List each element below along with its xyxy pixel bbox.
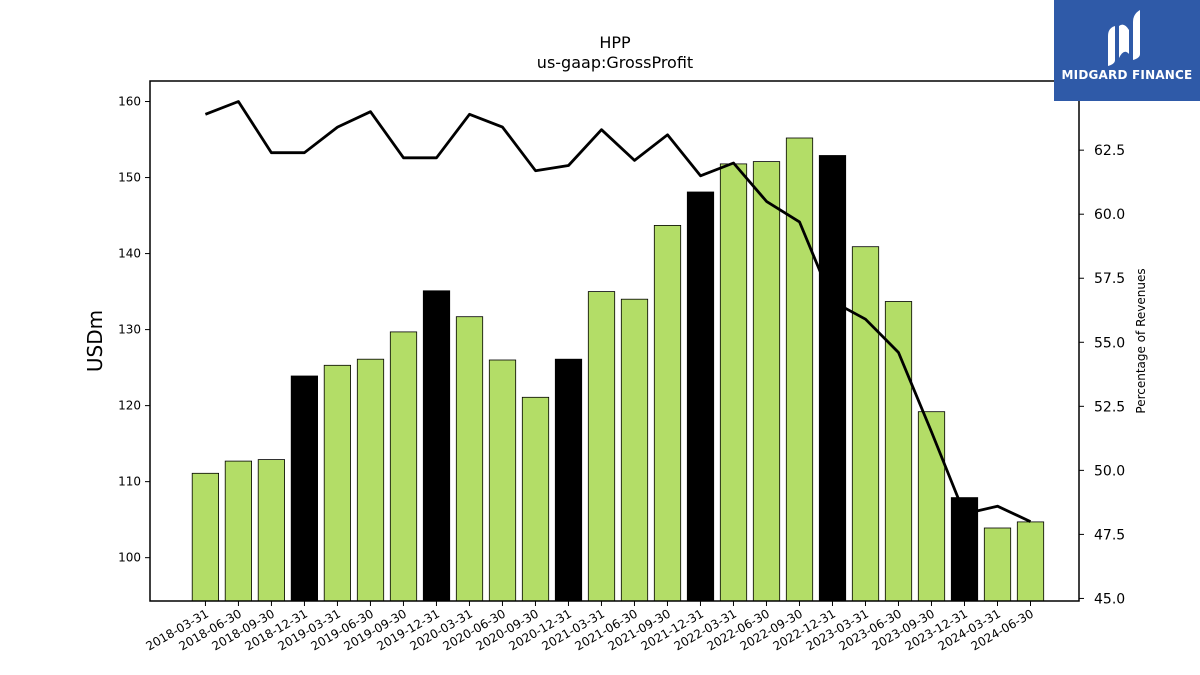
y2-tick-label: 52.5 <box>1094 399 1125 415</box>
bar-2018-03-31 <box>191 472 219 602</box>
bar-2021-12-31 <box>686 191 715 602</box>
y2-tick-label: 60.0 <box>1094 207 1125 223</box>
bar-2022-09-30 <box>785 137 814 602</box>
y-tick-label: 100 <box>118 551 141 565</box>
y-tick-label: 110 <box>118 475 141 489</box>
y2-tick-label: 55.0 <box>1094 335 1125 351</box>
bar-2018-06-30 <box>224 460 252 602</box>
bar-2018-12-31 <box>290 375 319 602</box>
bar-2020-12-31 <box>554 358 583 602</box>
bar-2018-09-30 <box>257 459 286 602</box>
bar-2024-03-31 <box>983 527 1012 602</box>
bar-2020-03-31 <box>455 316 484 602</box>
y-tick-label: 140 <box>118 247 141 261</box>
logo-mark-icon <box>1108 10 1140 66</box>
bar-2020-06-30 <box>488 359 517 602</box>
bar-2020-09-30 <box>521 396 550 602</box>
chart-title: HPP <box>599 33 631 52</box>
bar-2021-09-30 <box>653 224 682 602</box>
bar-2022-06-30 <box>752 161 781 602</box>
y-tick-label: 160 <box>118 95 141 109</box>
y2-tick-label: 57.5 <box>1094 271 1125 287</box>
chart-subtitle: us-gaap:GrossProfit <box>537 53 693 72</box>
bar-2019-09-30 <box>389 331 418 602</box>
bar-2019-12-31 <box>422 290 451 602</box>
line-group <box>204 100 1032 523</box>
y2-tick-label: 50.0 <box>1094 463 1125 479</box>
brand-logo: MIDGARD FINANCE <box>1054 0 1200 101</box>
y-axis-label: USDm <box>83 310 107 372</box>
y-tick-label: 120 <box>118 399 141 413</box>
bar-2023-06-30 <box>884 301 913 602</box>
logo-text: MIDGARD FINANCE <box>1061 68 1193 82</box>
y-tick-label: 150 <box>118 171 141 185</box>
bars-group <box>191 137 1045 602</box>
plot-frame <box>149 80 1080 602</box>
y2-tick-label: 47.5 <box>1094 527 1125 543</box>
y2-tick-label: 62.5 <box>1094 143 1125 159</box>
y-tick-label: 130 <box>118 323 141 337</box>
bar-2019-06-30 <box>356 358 385 602</box>
bar-2023-09-30 <box>917 411 946 602</box>
bar-2022-12-31 <box>818 155 847 602</box>
bar-2019-03-31 <box>323 364 352 602</box>
line-series-percentage <box>204 100 1032 523</box>
bar-2022-03-31 <box>719 163 748 602</box>
bar-2021-03-31 <box>587 291 616 602</box>
bar-2021-06-30 <box>620 298 649 602</box>
y2-axis-label: Percentage of Revenues <box>1134 268 1148 413</box>
bar-2023-03-31 <box>851 246 880 602</box>
y2-tick-label: 45.0 <box>1094 591 1125 607</box>
bar-2024-06-30 <box>1016 521 1045 602</box>
